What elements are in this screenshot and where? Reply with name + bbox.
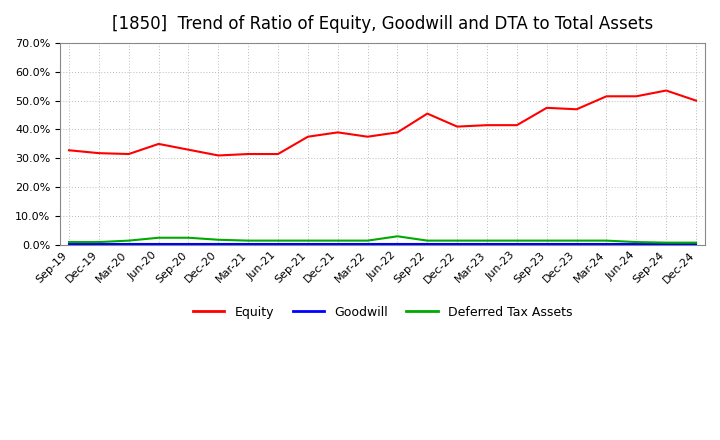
Title: [1850]  Trend of Ratio of Equity, Goodwill and DTA to Total Assets: [1850] Trend of Ratio of Equity, Goodwil… [112, 15, 653, 33]
Legend: Equity, Goodwill, Deferred Tax Assets: Equity, Goodwill, Deferred Tax Assets [188, 301, 577, 323]
